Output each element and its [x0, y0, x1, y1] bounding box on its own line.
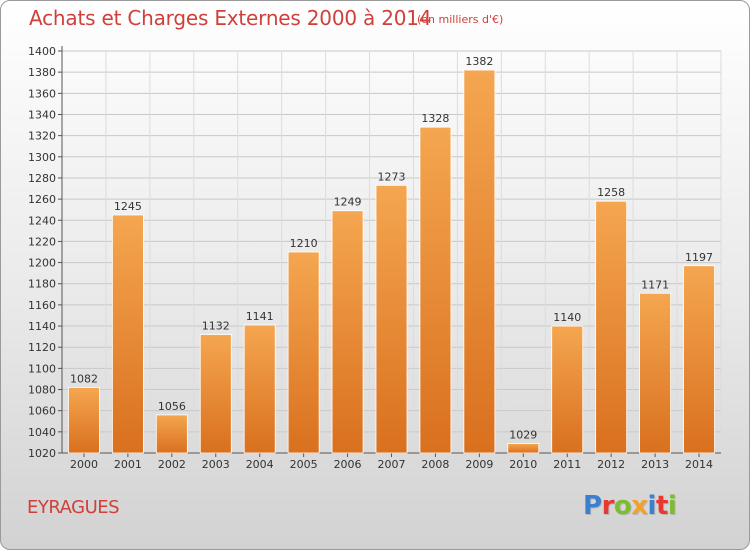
logo-letter: P: [583, 491, 602, 521]
y-tick-label: 1300: [28, 151, 56, 164]
y-tick-label: 1040: [28, 426, 56, 439]
y-tick-label: 1220: [28, 235, 56, 248]
x-tick-label: 2006: [334, 458, 362, 471]
y-tick-label: 1140: [28, 320, 56, 333]
x-tick-label: 2008: [421, 458, 449, 471]
bar: [551, 325, 584, 454]
bar: [199, 334, 232, 454]
y-tick-label: 1080: [28, 384, 56, 397]
bar: [419, 126, 452, 454]
x-tick-label: 2005: [290, 458, 318, 471]
x-tick-label: 2013: [641, 458, 669, 471]
bar-value-label: 1245: [114, 200, 142, 213]
bar: [68, 387, 100, 454]
x-tick-label: 2012: [597, 458, 625, 471]
bar: [287, 251, 320, 454]
y-tick-label: 1020: [28, 447, 56, 460]
axes: 1020 1040 1060 1080 1100 1120 1140 1160 1180 1200…: [28, 45, 721, 471]
logo-letter: i: [667, 491, 677, 521]
x-tick-label: 2004: [246, 458, 274, 471]
chart-unit: (en milliers d'€): [417, 13, 504, 26]
y-tick-label: 1360: [28, 87, 56, 100]
bar-value-label: 1197: [685, 251, 713, 264]
y-tick-label: 1060: [28, 405, 56, 418]
y-tick-label: 1320: [28, 130, 56, 143]
bar-value-label: 1258: [597, 186, 625, 199]
location-label: EYRAGUES: [27, 497, 120, 518]
y-tick-label: 1160: [28, 299, 56, 312]
y-tick-label: 1380: [28, 66, 56, 79]
y-tick-label: 1340: [28, 108, 56, 121]
y-tick-label: 1280: [28, 172, 56, 185]
y-tick-label: 1400: [28, 45, 56, 58]
bar-value-label: 1140: [553, 311, 581, 324]
logo-letter: r: [601, 491, 615, 521]
x-tick-label: 2009: [465, 458, 493, 471]
logo-letter: x: [631, 491, 648, 521]
logo-letter: o: [613, 491, 632, 521]
bars: [68, 69, 715, 454]
chart-title: Achats et Charges Externes 2000 à 2014: [29, 6, 432, 30]
x-tick-label: 2010: [509, 458, 537, 471]
bar: [595, 200, 628, 454]
bar-value-label: 1210: [290, 237, 318, 250]
logo-letter: t: [655, 491, 668, 521]
bar-value-label: 1249: [334, 196, 362, 209]
x-tick-label: 2002: [158, 458, 186, 471]
x-tick-label: 2011: [553, 458, 581, 471]
bar: [507, 443, 540, 454]
bar-value-label: 1029: [509, 428, 537, 441]
bar-value-label: 1171: [641, 278, 669, 291]
data-labels: 1082 1245 1056 1132 1141 1210 1249 1273 1328 1382…: [70, 55, 713, 441]
bar-value-label: 1141: [246, 310, 274, 323]
logo-letter: i: [647, 491, 657, 521]
bar: [243, 324, 276, 454]
y-tick-label: 1200: [28, 257, 56, 270]
bar-value-label: 1328: [421, 112, 449, 125]
proxiti-logo: Proxiti: [583, 491, 677, 521]
bar: [639, 292, 671, 454]
bar: [112, 214, 144, 454]
y-tick-label: 1100: [28, 362, 56, 375]
bar-value-label: 1273: [378, 170, 406, 183]
bar-value-label: 1382: [465, 55, 493, 68]
bar: [331, 210, 364, 454]
bar-value-label: 1056: [158, 400, 186, 413]
x-tick-label: 2001: [114, 458, 142, 471]
bar-value-label: 1132: [202, 320, 230, 333]
y-tick-label: 1260: [28, 193, 56, 206]
y-tick-label: 1120: [28, 341, 56, 354]
x-tick-label: 2003: [202, 458, 230, 471]
bar: [155, 414, 188, 454]
y-tick-label: 1180: [28, 278, 56, 291]
x-tick-label: 2007: [378, 458, 406, 471]
x-tick-label: 2014: [685, 458, 713, 471]
bar-value-label: 1082: [70, 372, 98, 385]
bar: [463, 69, 496, 454]
y-tick-label: 1240: [28, 214, 56, 227]
x-tick-label: 2000: [70, 458, 98, 471]
bar: [375, 184, 408, 454]
bar: [683, 265, 715, 454]
